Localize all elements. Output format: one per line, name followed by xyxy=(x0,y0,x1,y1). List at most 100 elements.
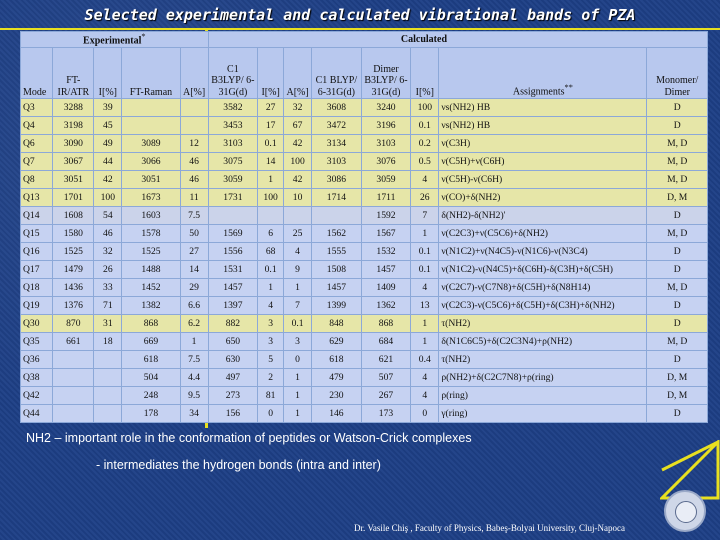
cell-a1: 9.5 xyxy=(179,386,209,405)
cell-ftraman xyxy=(121,98,181,117)
col-header-mode: Mode xyxy=(19,47,54,99)
cell-i3: 7 xyxy=(410,206,440,225)
cell-b3lyp xyxy=(207,206,259,225)
cell-ftraman: 868 xyxy=(121,314,181,333)
cell-ftraman: 1603 xyxy=(121,206,181,225)
cell-i3: 13 xyxy=(410,296,440,315)
cell-blyp: 1555 xyxy=(311,242,362,261)
cell-i3: 0.1 xyxy=(410,260,440,279)
cell-mode: Q7 xyxy=(19,152,54,171)
cell-a1: 34 xyxy=(179,404,209,423)
cell-b3lyp: 882 xyxy=(207,314,259,333)
cell-b3lyp: 1397 xyxy=(207,296,259,315)
cell-i2: 1 xyxy=(257,170,285,189)
table-row: Q17 1479 26 1488 14 1531 0.1 9 1508 1457 0.1 ν(N1C2… xyxy=(19,260,708,279)
cell-monomer-dimer: D xyxy=(646,98,708,117)
cell-ftir: 3067 xyxy=(52,152,95,171)
cell-a1: 7.5 xyxy=(179,350,209,369)
cell-i3: 0.1 xyxy=(410,116,440,135)
cell-ftir: 1436 xyxy=(52,278,95,297)
cell-a2: 4 xyxy=(283,242,313,261)
cell-ftir: 1701 xyxy=(52,188,95,207)
cell-a2: 0.1 xyxy=(283,314,313,333)
cell-dimer: 3059 xyxy=(360,170,412,189)
table-row: Q8 3051 42 3051 46 3059 1 42 3086 3059 4 ν(C5H)-ν(C… xyxy=(19,170,708,189)
cell-mode: Q4 xyxy=(19,116,54,135)
cell-ftraman: 504 xyxy=(121,368,181,387)
cell-mode: Q36 xyxy=(19,350,54,369)
cell-ftraman: 1488 xyxy=(121,260,181,279)
cell-i1: 18 xyxy=(93,332,123,351)
cell-dimer: 1457 xyxy=(360,260,412,279)
cell-assignment: νs(NH2) HB xyxy=(438,116,648,135)
cell-assignment: γ(ring) xyxy=(438,404,648,423)
cell-mode: Q15 xyxy=(19,224,54,243)
cell-i2: 27 xyxy=(257,98,285,117)
table-row: Q18 1436 33 1452 29 1457 1 1 1457 1409 4 ν(C2C7)-ν(… xyxy=(19,278,708,297)
cell-ftir: 1525 xyxy=(52,242,95,261)
cell-i1: 45 xyxy=(93,116,123,135)
cell-i3: 0.1 xyxy=(410,242,440,261)
table-row: Q13 1701 100 1673 11 1731 100 10 1714 1711 26 ν(CO)… xyxy=(19,188,708,207)
cell-b3lyp: 3103 xyxy=(207,134,259,153)
cell-mode: Q42 xyxy=(19,386,54,405)
cell-a2: 1 xyxy=(283,368,313,387)
cell-mode: Q35 xyxy=(19,332,54,351)
cell-monomer-dimer: D, M xyxy=(646,386,708,405)
cell-ftir: 3090 xyxy=(52,134,95,153)
cell-a2: 25 xyxy=(283,224,313,243)
cell-ftraman: 1382 xyxy=(121,296,181,315)
cell-a1: 12 xyxy=(179,134,209,153)
cell-blyp: 629 xyxy=(311,332,362,351)
cell-dimer: 621 xyxy=(360,350,412,369)
cell-dimer: 684 xyxy=(360,332,412,351)
cell-ftir: 870 xyxy=(52,314,95,333)
col-header-i2: I[%] xyxy=(257,47,285,99)
cell-ftir xyxy=(52,350,95,369)
col-header-monomer-dimer: Monomer/ Dimer xyxy=(646,47,708,99)
cell-blyp xyxy=(311,206,362,225)
cell-dimer: 1532 xyxy=(360,242,412,261)
cell-i3: 0.2 xyxy=(410,134,440,153)
cell-ftraman xyxy=(121,116,181,135)
cell-b3lyp: 1531 xyxy=(207,260,259,279)
cell-i2: 0.1 xyxy=(257,260,285,279)
cell-i1: 100 xyxy=(93,188,123,207)
cell-a1: 27 xyxy=(179,242,209,261)
cell-a2: 1 xyxy=(283,386,313,405)
cell-assignment: ρ(ring) xyxy=(438,386,648,405)
cell-i3: 0.4 xyxy=(410,350,440,369)
cell-b3lyp: 3059 xyxy=(207,170,259,189)
table-row: Q14 1608 54 1603 7.5 1592 7 δ(NH2)-δ(NH2)' D xyxy=(19,206,708,225)
cell-monomer-dimer: M, D xyxy=(646,152,708,171)
cell-i1 xyxy=(93,350,123,369)
cell-a1: 6.6 xyxy=(179,296,209,315)
cell-assignment: ν(N1C2)+ν(N4C5)-ν(N1C6)-ν(N3C4) xyxy=(438,242,648,261)
cell-i2 xyxy=(257,206,285,225)
cell-monomer-dimer: D xyxy=(646,116,708,135)
header-group-row: Experimental* Calculated xyxy=(20,31,709,48)
col-header-assignments: Assignments** xyxy=(438,47,648,99)
cell-mode: Q19 xyxy=(19,296,54,315)
cell-assignment: δ(NH2)-δ(NH2)' xyxy=(438,206,648,225)
cell-i2: 100 xyxy=(257,188,285,207)
cell-ftir: 661 xyxy=(52,332,95,351)
cell-i2: 2 xyxy=(257,368,285,387)
cell-a1: 4.4 xyxy=(179,368,209,387)
cell-i3: 4 xyxy=(410,386,440,405)
cell-dimer: 1711 xyxy=(360,188,412,207)
cell-i3: 26 xyxy=(410,188,440,207)
cell-i1: 71 xyxy=(93,296,123,315)
cell-monomer-dimer: M, D xyxy=(646,332,708,351)
cell-mode: Q14 xyxy=(19,206,54,225)
cell-ftraman: 3089 xyxy=(121,134,181,153)
cell-a2: 7 xyxy=(283,296,313,315)
table-row: Q30 870 31 868 6.2 882 3 0.1 848 868 1 τ(NH2) D xyxy=(19,314,708,333)
cell-a1: 50 xyxy=(179,224,209,243)
cell-b3lyp: 650 xyxy=(207,332,259,351)
cell-i3: 0 xyxy=(410,404,440,423)
cell-monomer-dimer: D xyxy=(646,242,708,261)
table-row: Q38 504 4.4 497 2 1 479 507 4 ρ(NH2)+δ(C2C7N8)+ρ(… xyxy=(19,368,708,387)
cell-blyp: 3134 xyxy=(311,134,362,153)
cell-a2: 3 xyxy=(283,332,313,351)
